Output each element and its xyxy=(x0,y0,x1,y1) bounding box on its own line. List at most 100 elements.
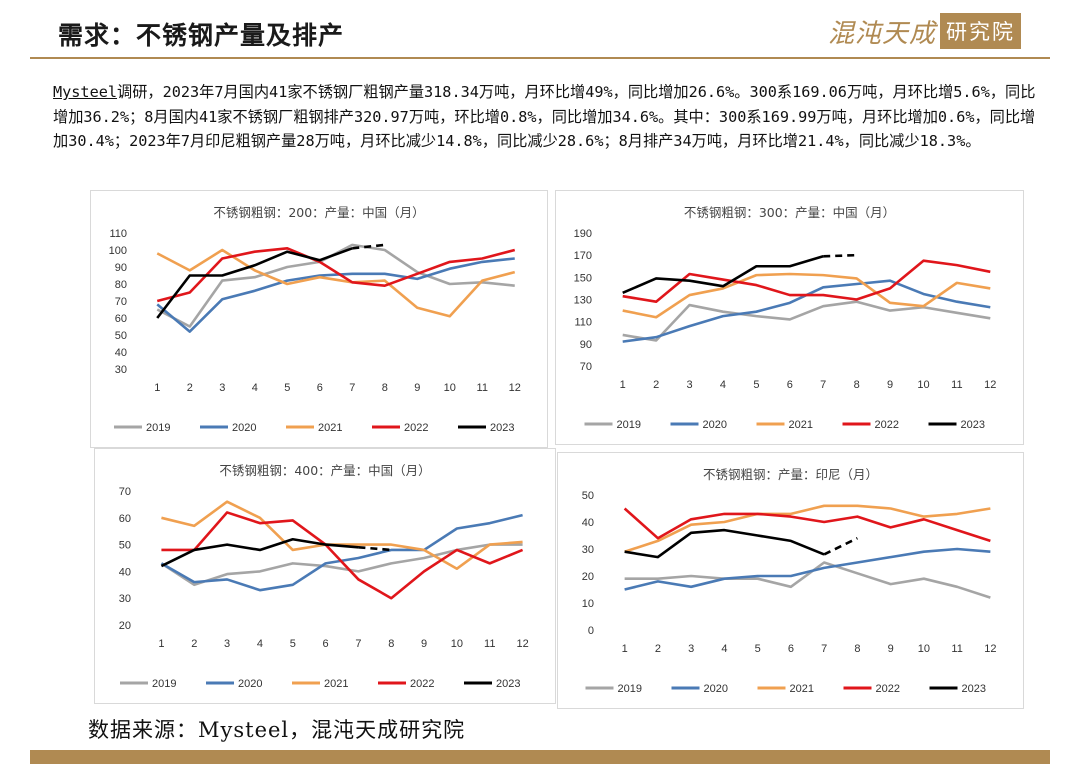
x-tick-label: 11 xyxy=(484,638,495,650)
x-tick-label: 12 xyxy=(516,638,528,650)
summary-source-link: Mysteel xyxy=(53,83,118,101)
x-tick-label: 12 xyxy=(509,382,521,394)
x-tick-label: 6 xyxy=(787,379,793,391)
y-tick-label: 130 xyxy=(574,295,592,307)
y-tick-label: 80 xyxy=(115,279,127,291)
x-tick-label: 5 xyxy=(290,638,296,650)
x-tick-label: 4 xyxy=(252,382,258,394)
summary-text: 调研，2023年7月国内41家不锈钢厂粗钢产量318.34万吨，月环比增49%，… xyxy=(53,83,1036,150)
x-tick-label: 2 xyxy=(655,643,661,655)
x-tick-label: 3 xyxy=(224,638,230,650)
y-tick-label: 150 xyxy=(574,272,592,284)
legend-label-2022: 2022 xyxy=(875,419,899,431)
legend-label-2020: 2020 xyxy=(232,422,256,434)
legend-label-2022: 2022 xyxy=(410,678,434,690)
x-tick-label: 9 xyxy=(414,382,420,394)
x-tick-label: 7 xyxy=(820,379,826,391)
chart-300-china-svg: 不锈钢粗钢：300：产量：中国（月） 70 90 110 130 150 170 190 1 2 3… xyxy=(574,205,997,431)
y-tick-label: 40 xyxy=(115,347,127,359)
y-tick-label: 90 xyxy=(580,339,592,351)
y-tick-label: 60 xyxy=(119,513,131,525)
series-line-2021 xyxy=(156,248,516,318)
series-forecast-2023 xyxy=(352,243,385,250)
x-tick-label: 9 xyxy=(888,643,894,655)
x-tick-label: 8 xyxy=(388,638,394,650)
series-line-2022 xyxy=(623,507,991,543)
series-line-2022 xyxy=(156,246,516,303)
legend-label-2023: 2023 xyxy=(961,419,985,431)
x-tick-label: 6 xyxy=(788,643,794,655)
x-tick-label: 5 xyxy=(284,382,290,394)
x-tick-label: 7 xyxy=(349,382,355,394)
x-tick-label: 4 xyxy=(720,379,726,391)
series-line-2019 xyxy=(160,543,523,587)
y-tick-label: 20 xyxy=(582,571,594,583)
y-tick-label: 70 xyxy=(580,361,592,373)
y-tick-label: 90 xyxy=(115,262,127,274)
y-tick-label: 40 xyxy=(119,566,131,578)
x-tick-label: 10 xyxy=(444,382,456,394)
legend-label-2020: 2020 xyxy=(704,683,728,695)
y-tick-label: 190 xyxy=(574,228,592,240)
x-tick-label: 11 xyxy=(951,643,962,655)
series-line-2022 xyxy=(161,511,524,600)
y-tick-label: 60 xyxy=(115,313,127,325)
legend-label-2019: 2019 xyxy=(152,678,176,690)
x-tick-label: 6 xyxy=(323,638,329,650)
x-tick-label: 5 xyxy=(755,643,761,655)
x-tick-label: 1 xyxy=(622,643,628,655)
x-tick-label: 1 xyxy=(154,382,160,394)
x-tick-label: 6 xyxy=(317,382,323,394)
series-line-2023 xyxy=(622,255,824,295)
x-tick-label: 7 xyxy=(355,638,361,650)
legend-label-2020: 2020 xyxy=(238,678,262,690)
legend-label-2020: 2020 xyxy=(703,419,727,431)
legend-label-2021: 2021 xyxy=(318,422,342,434)
chart-title: 不锈钢粗钢：300：产量：中国（月） xyxy=(684,205,895,220)
x-tick-label: 10 xyxy=(451,638,463,650)
data-source-note: 数据来源：Mysteel，混沌天成研究院 xyxy=(88,718,466,742)
x-tick-label: 3 xyxy=(686,379,692,391)
series-line-2023 xyxy=(624,528,825,559)
x-tick-label: 2 xyxy=(191,638,197,650)
y-tick-label: 30 xyxy=(119,593,131,605)
legend-label-2023: 2023 xyxy=(496,678,520,690)
footer-bar xyxy=(30,750,1050,764)
series-line-2019 xyxy=(622,300,991,342)
y-tick-label: 40 xyxy=(582,517,594,529)
x-tick-label: 4 xyxy=(721,643,727,655)
series-line-2021 xyxy=(624,504,991,553)
y-tick-label: 30 xyxy=(115,364,127,376)
series-forecast-2023 xyxy=(358,545,392,552)
x-tick-label: 12 xyxy=(984,379,996,391)
series-forecast-2023 xyxy=(823,253,857,258)
x-tick-label: 2 xyxy=(187,382,193,394)
header-divider xyxy=(30,57,1050,59)
legend-label-2022: 2022 xyxy=(404,422,428,434)
y-tick-label: 50 xyxy=(115,330,127,342)
chart-title: 不锈钢粗钢：200：产量：中国（月） xyxy=(213,205,424,220)
x-tick-label: 9 xyxy=(421,638,427,650)
x-tick-label: 11 xyxy=(951,379,962,391)
chart-400-china: 不锈钢粗钢：400：产量：中国（月） 20 30 40 50 60 70 1 2 3 4 5 6 7 8 9 1… xyxy=(94,448,556,704)
x-tick-label: 5 xyxy=(753,379,759,391)
x-tick-label: 7 xyxy=(821,643,827,655)
series-line-2019 xyxy=(624,561,991,599)
legend-label-2019: 2019 xyxy=(146,422,170,434)
y-tick-label: 170 xyxy=(574,250,592,262)
legend-label-2021: 2021 xyxy=(324,678,348,690)
series-line-2020 xyxy=(156,257,515,333)
y-tick-label: 110 xyxy=(109,228,127,240)
y-tick-label: 110 xyxy=(574,317,592,329)
y-tick-label: 50 xyxy=(582,490,594,502)
chart-title: 不锈钢粗钢：产量：印尼（月） xyxy=(703,467,878,482)
legend-label-2023: 2023 xyxy=(962,683,986,695)
x-tick-label: 8 xyxy=(382,382,388,394)
page-title: 需求：不锈钢产量及排产 xyxy=(58,21,345,50)
x-tick-label: 11 xyxy=(477,382,488,394)
legend-label-2021: 2021 xyxy=(790,683,814,695)
x-tick-label: 12 xyxy=(984,643,996,655)
